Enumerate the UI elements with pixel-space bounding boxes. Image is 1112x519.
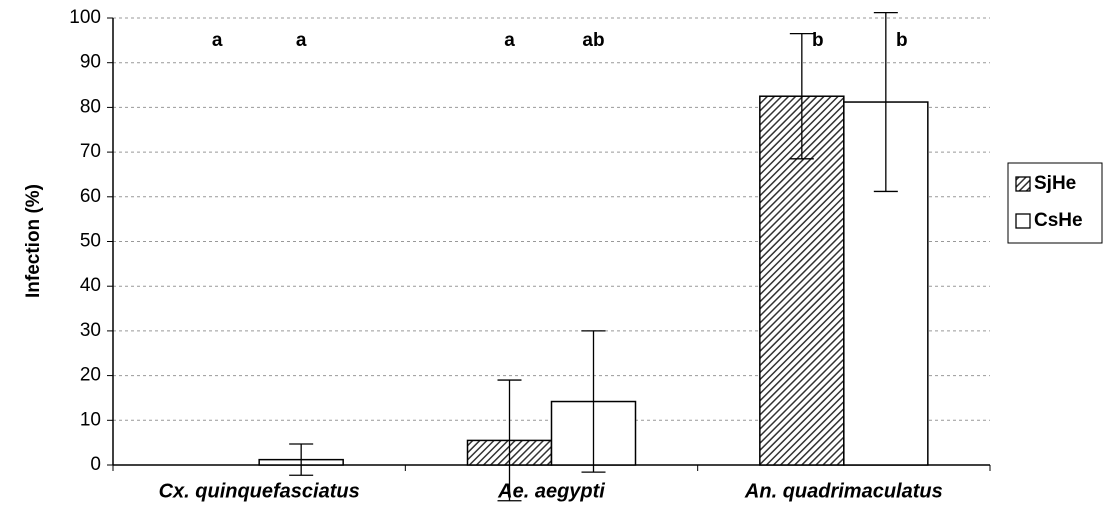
significance-letter: a xyxy=(504,30,515,51)
legend-swatch xyxy=(1015,176,1031,192)
y-tick-label: 20 xyxy=(80,365,101,386)
legend-box xyxy=(1007,162,1103,244)
y-tick-label: 50 xyxy=(80,231,101,252)
y-tick-label: 90 xyxy=(80,52,101,73)
y-tick-label: 40 xyxy=(80,275,101,296)
y-tick-label: 10 xyxy=(80,409,101,430)
significance-letter: b xyxy=(812,30,824,51)
legend-swatch xyxy=(1015,213,1031,229)
y-tick-label: 80 xyxy=(80,96,101,117)
y-tick-label: 70 xyxy=(80,141,101,162)
legend-label: CsHe xyxy=(1034,210,1083,231)
y-tick-label: 100 xyxy=(69,7,101,28)
significance-letter: a xyxy=(296,30,307,51)
significance-letter: b xyxy=(896,30,908,51)
legend-label: SjHe xyxy=(1034,173,1076,194)
y-tick-label: 60 xyxy=(80,186,101,207)
x-tick-label: An. quadrimaculatus xyxy=(744,480,943,502)
y-tick-label: 30 xyxy=(80,320,101,341)
significance-letter: ab xyxy=(582,30,604,51)
significance-letter: a xyxy=(212,30,223,51)
x-tick-label: Ae. aegypti xyxy=(497,480,605,502)
x-tick-label: Cx. quinquefasciatus xyxy=(159,480,360,502)
y-axis-label: Infection (%) xyxy=(23,184,44,298)
y-tick-label: 0 xyxy=(90,454,101,475)
